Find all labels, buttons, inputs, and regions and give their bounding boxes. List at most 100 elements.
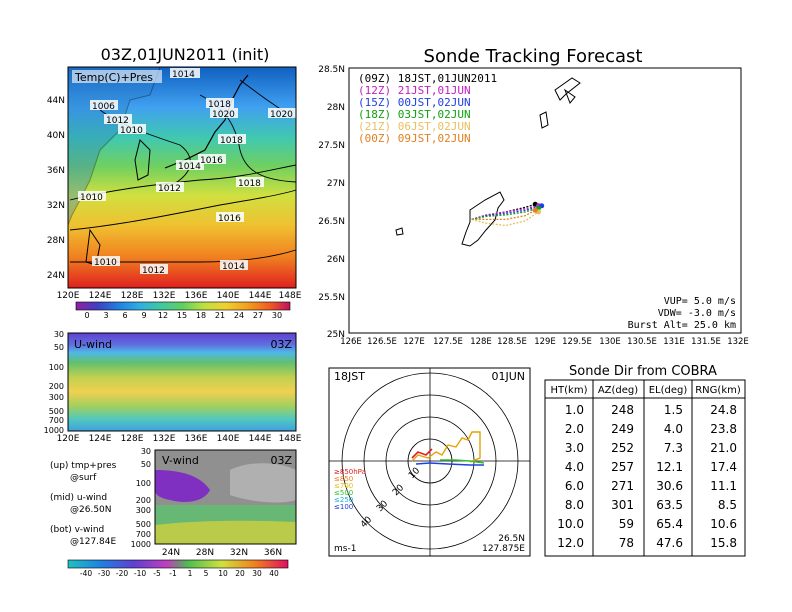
uwind-field <box>68 333 296 431</box>
table-cell: 8.5 <box>718 498 737 512</box>
lon-tick: 144E <box>249 434 272 444</box>
lon-tick: 131E <box>663 337 685 347</box>
pressure-tick: 30 <box>54 330 64 339</box>
lon-tick: 129.5E <box>562 337 592 347</box>
tracking-legend: (09Z) 18JST,01JUN2011 (12Z) 21JST,01JUN … <box>358 72 497 145</box>
colorbar-tick: 6 <box>122 311 127 320</box>
lon-tick: 130E <box>599 337 621 347</box>
param-line: VDW= -3.0 m/s <box>658 308 736 319</box>
hodograph-trace-mid <box>411 431 481 463</box>
colorbar-tick: -5 <box>153 569 161 578</box>
table-cell: 3.0 <box>565 441 584 455</box>
pressure-tick: 100 <box>136 479 151 488</box>
pressure-tick: 100 <box>49 363 64 372</box>
polar-date-label: 01JUN <box>491 370 525 383</box>
temp-map-label: Temp(C)+Pres <box>74 71 153 84</box>
param-line: VUP= 5.0 m/s <box>664 296 736 307</box>
temp-map-panel: 1014 1006 1012 1010 1018 1020 1020 1018 … <box>47 66 302 320</box>
colorbar-tick: 21 <box>215 311 225 320</box>
polar-frame <box>328 367 531 557</box>
table-cell: 271 <box>611 479 634 493</box>
uwind-frame <box>67 332 297 432</box>
isobar-labels: 1014 1006 1012 1010 1018 1020 1020 1018 … <box>78 68 296 276</box>
colorbar-tick: -10 <box>134 569 146 578</box>
table-header-cell: EL(deg) <box>649 385 688 396</box>
lon-tick: 131.5E <box>691 337 721 347</box>
temp-colorbar-ticks: 0 3 6 9 12 15 18 21 24 27 30 <box>84 311 282 320</box>
lat-tick: 32N <box>230 548 248 558</box>
uwind-x-ticks: 120E 124E 128E 132E 136E 140E 144E 148E <box>57 434 302 444</box>
lat-tick: 27.5N <box>318 141 345 151</box>
pressure-tick: 1000 <box>131 540 151 549</box>
pressure-tick: 300 <box>136 506 151 515</box>
level-legend-entry: ≤850 <box>334 475 353 483</box>
colorbar-tick: -20 <box>116 569 128 578</box>
isobar-label: 1018 <box>220 136 243 146</box>
param-line: Burst Alt= 25.0 km <box>628 320 736 331</box>
table-cell: 10.6 <box>710 517 737 531</box>
colorbar-tick: -1 <box>169 569 177 578</box>
uwind-panel: U-wind 03Z 30 50 100 200 300 500 700 100… <box>44 330 302 444</box>
pressure-tick: 200 <box>136 496 151 505</box>
lon-tick: 128E <box>121 291 144 301</box>
island-outline <box>563 88 576 104</box>
legend-entry: (00Z) 09JST,02JUN <box>358 132 471 145</box>
vwind-label: V-wind <box>162 454 199 467</box>
table-cell: 252 <box>611 441 634 455</box>
legend-entry: (12Z) 21JST,01JUN <box>358 84 471 97</box>
vwind-surface-area <box>155 520 296 544</box>
uwind-time: 03Z <box>270 338 292 351</box>
table-cell: 7.3 <box>664 441 683 455</box>
note-line: (up) tmp+pres <box>50 461 117 471</box>
island-outline <box>395 227 404 236</box>
table-header-cell: RNG(km) <box>695 385 741 396</box>
table-cell: 12.0 <box>557 536 584 550</box>
note-line: (mid) u-wind <box>50 493 107 503</box>
note-line: (bot) v-wind <box>50 525 104 535</box>
lon-tick: 120E <box>57 434 80 444</box>
note-line: @surf <box>70 473 97 483</box>
lon-tick: 124E <box>89 291 112 301</box>
isobar-label: 1010 <box>80 193 103 203</box>
temp-map-frame <box>67 66 297 289</box>
isobar-label: 1010 <box>94 258 117 268</box>
colorbar-tick: 24 <box>234 311 244 320</box>
lat-tick: 36N <box>264 548 282 558</box>
trajectory-line <box>471 205 542 221</box>
isobar-label: 1006 <box>92 102 115 112</box>
tracking-lat-ticks: 28.5N 28N 27.5N 27N 26.5N 26N 25.5N 25N <box>318 65 345 340</box>
table-cell: 30.6 <box>656 479 683 493</box>
table-cell: 11.1 <box>710 479 737 493</box>
table-cell: 78 <box>619 536 634 550</box>
colorbar-tick: -30 <box>98 569 110 578</box>
colorbar-tick: 12 <box>158 311 168 320</box>
table-header-cell: AZ(deg) <box>598 385 638 396</box>
pressure-tick: 50 <box>54 343 64 352</box>
table-cell: 249 <box>611 422 634 436</box>
okinawa-outline <box>461 191 505 247</box>
table-cell: 65.4 <box>656 517 683 531</box>
pressure-tick: 500 <box>49 407 64 416</box>
lon-tick: 132E <box>153 291 176 301</box>
lon-tick: 129E <box>534 337 556 347</box>
table-cell: 63.5 <box>656 498 683 512</box>
vwind-colorbar <box>67 559 289 569</box>
vwind-colorbar-ticks: -40 -30 -20 -10 -5 -1 1 5 10 20 30 40 <box>80 569 279 578</box>
polar-panel: 10 20 30 40 18JST 01JUN ≥850hPa ≤850 ≤70… <box>328 367 531 557</box>
legend-entry: (21Z) 06JST,02JUN <box>358 120 471 133</box>
lat-tick: 25N <box>327 330 345 340</box>
table-cell: 257 <box>611 460 634 474</box>
lat-tick: 32N <box>47 201 65 211</box>
polar-unit: ms-1 <box>334 544 356 554</box>
lat-tick: 24N <box>162 548 180 558</box>
lon-tick: 128.5E <box>497 337 527 347</box>
polar-position-lat: 26.5N <box>498 534 525 544</box>
table-cell: 4.0 <box>664 422 683 436</box>
tracking-lon-ticks: 126E 126.5E 127E 127.5E 128E 128.5E 129E… <box>340 337 749 347</box>
isobar-label: 1012 <box>142 266 165 276</box>
table-header-cell: HT(km) <box>551 385 588 396</box>
japan-outline <box>164 74 249 169</box>
hodograph-trace-low <box>411 448 433 459</box>
isobar-label: 1020 <box>212 110 235 120</box>
lon-tick: 128E <box>121 434 144 444</box>
